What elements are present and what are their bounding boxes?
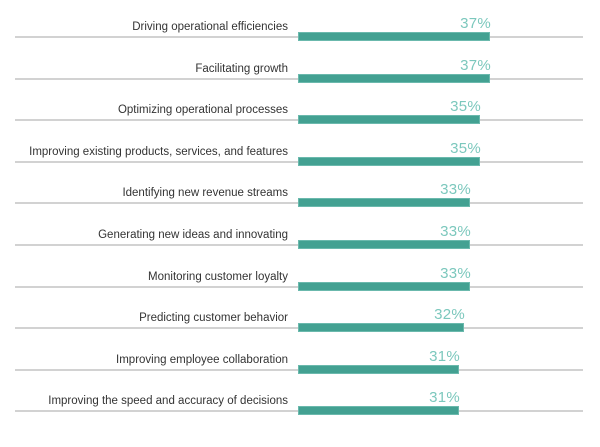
value-label: 35% bbox=[450, 140, 481, 157]
bar-row: Identifying new revenue streams 33% bbox=[0, 172, 600, 212]
bar-row: Improving existing products, services, a… bbox=[0, 131, 600, 171]
bar bbox=[298, 32, 490, 41]
category-label: Facilitating growth bbox=[195, 63, 288, 75]
bar bbox=[298, 157, 480, 166]
category-label: Improving the speed and accuracy of deci… bbox=[48, 395, 288, 407]
category-label: Improving existing products, services, a… bbox=[29, 146, 288, 158]
bar-row: Optimizing operational processes 35% bbox=[0, 89, 600, 129]
category-label: Generating new ideas and innovating bbox=[98, 229, 288, 241]
value-label: 31% bbox=[429, 389, 460, 406]
bar bbox=[298, 406, 459, 415]
value-label: 33% bbox=[440, 265, 471, 282]
category-label: Identifying new revenue streams bbox=[122, 187, 288, 199]
value-label: 32% bbox=[434, 306, 465, 323]
bar bbox=[298, 74, 490, 83]
bar bbox=[298, 198, 470, 207]
bar bbox=[298, 365, 459, 374]
value-label: 37% bbox=[460, 57, 491, 74]
value-label: 37% bbox=[460, 15, 491, 32]
bar-row: Driving operational efficiencies 37% bbox=[0, 6, 600, 46]
category-label: Monitoring customer loyalty bbox=[148, 271, 288, 283]
value-label: 35% bbox=[450, 98, 481, 115]
category-label: Improving employee collaboration bbox=[116, 354, 288, 366]
bar bbox=[298, 282, 470, 291]
bar-row: Predicting customer behavior 32% bbox=[0, 297, 600, 337]
bar-row: Facilitating growth 37% bbox=[0, 48, 600, 88]
value-label: 31% bbox=[429, 348, 460, 365]
bar bbox=[298, 323, 464, 332]
bar-row: Improving employee collaboration 31% bbox=[0, 339, 600, 379]
bar-row: Generating new ideas and innovating 33% bbox=[0, 214, 600, 254]
category-label: Optimizing operational processes bbox=[117, 104, 288, 116]
category-label: Driving operational efficiencies bbox=[132, 21, 288, 33]
bar-row: Monitoring customer loyalty 33% bbox=[0, 256, 600, 296]
bar bbox=[298, 240, 470, 249]
bar bbox=[298, 115, 480, 124]
value-label: 33% bbox=[440, 223, 471, 240]
value-label: 33% bbox=[440, 181, 471, 198]
category-label: Predicting customer behavior bbox=[139, 312, 288, 324]
bar-row: Improving the speed and accuracy of deci… bbox=[0, 380, 600, 420]
